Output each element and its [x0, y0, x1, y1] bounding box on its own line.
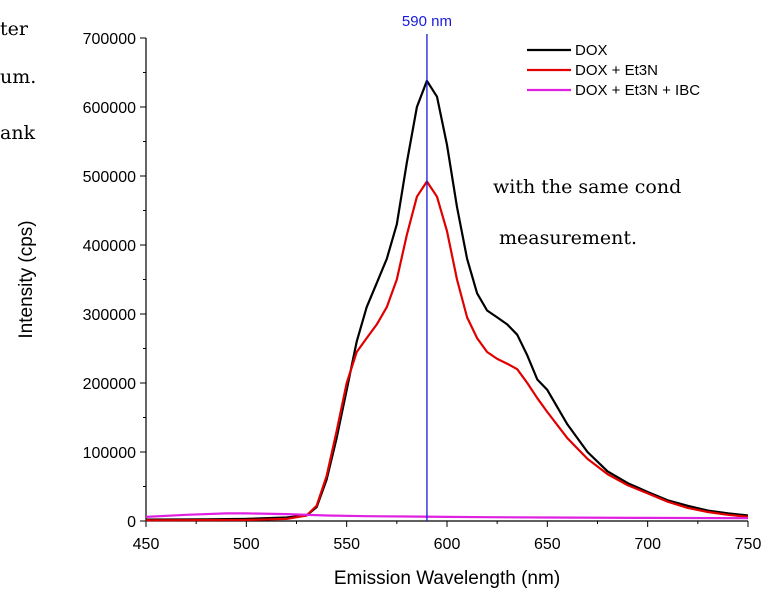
x-tick-label: 550	[333, 536, 360, 553]
legend: DOX DOX + Et3N DOX + Et3N + IBC	[527, 42, 700, 99]
y-tick-label: 500000	[83, 169, 136, 186]
y-tick-label: 200000	[83, 376, 136, 393]
y-axis-title: Intensity (cps)	[16, 220, 37, 338]
legend-label: DOX + Et3N	[575, 62, 658, 79]
legend-label: DOX + Et3N + IBC	[575, 82, 700, 99]
legend-label: DOX	[575, 42, 608, 59]
x-tick-label: 700	[634, 536, 661, 553]
background-text-fragment: with the same cond	[493, 176, 682, 198]
x-tick-label: 600	[434, 536, 461, 553]
x-axis-title: Emission Wavelength (nm)	[334, 568, 560, 589]
y-tick-label: 300000	[83, 307, 136, 324]
y-tick-label: 100000	[83, 445, 136, 462]
background-text-fragment: ter	[0, 18, 28, 40]
y-tick-label: 0	[127, 514, 136, 531]
x-tick-label: 450	[133, 536, 160, 553]
y-tick-label: 600000	[83, 100, 136, 117]
axes: 450 500 550 600 650 700 750 0 100000 200000 300000…	[83, 31, 762, 553]
series-line	[145, 180, 749, 522]
series-line	[145, 512, 749, 520]
y-tick-label: 400000	[83, 238, 136, 255]
series-line	[145, 79, 749, 521]
x-tick-label: 650	[534, 536, 561, 553]
wavelength-marker: 590 nm	[402, 13, 452, 521]
y-tick-label: 700000	[83, 31, 136, 48]
background-text-fragment: measurement.	[499, 227, 638, 249]
background-text-fragment: um.	[0, 66, 37, 88]
background-text-fragment: ank	[0, 122, 36, 144]
series-lines	[145, 79, 749, 522]
x-tick-label: 500	[233, 536, 260, 553]
x-tick-label: 750	[735, 536, 762, 553]
marker-label: 590 nm	[402, 13, 452, 30]
